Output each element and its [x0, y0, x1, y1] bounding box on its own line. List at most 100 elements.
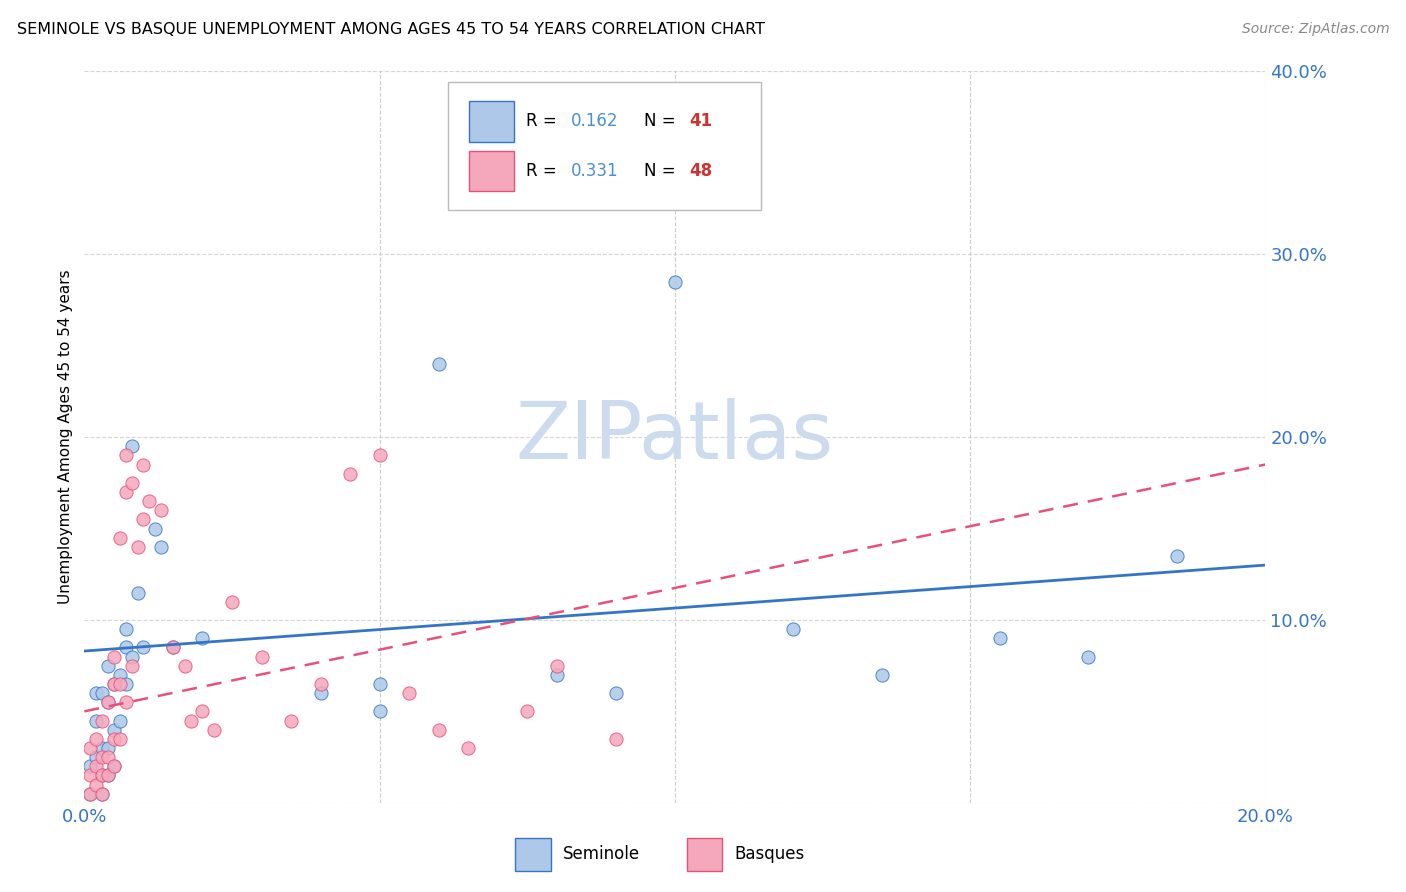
- Point: [398, 686, 420, 700]
- Point: [250, 649, 273, 664]
- Point: [114, 640, 136, 655]
- Point: [103, 649, 125, 664]
- Point: [79, 787, 101, 801]
- Point: [173, 658, 195, 673]
- Point: [84, 778, 107, 792]
- Point: [1166, 549, 1188, 563]
- Point: [870, 667, 893, 681]
- FancyBboxPatch shape: [470, 102, 515, 142]
- Point: [103, 677, 125, 691]
- Point: [180, 714, 202, 728]
- Point: [368, 448, 391, 462]
- Point: [427, 723, 450, 737]
- Point: [79, 787, 101, 801]
- Point: [191, 632, 214, 646]
- Text: Seminole: Seminole: [562, 846, 640, 863]
- Point: [486, 146, 509, 161]
- Text: 41: 41: [689, 112, 713, 130]
- Point: [457, 740, 479, 755]
- Point: [84, 750, 107, 764]
- Point: [103, 759, 125, 773]
- Point: [127, 540, 149, 554]
- Point: [91, 714, 114, 728]
- Text: N =: N =: [644, 162, 681, 180]
- Point: [132, 512, 155, 526]
- Text: R =: R =: [526, 112, 562, 130]
- Point: [97, 768, 120, 782]
- Point: [138, 494, 160, 508]
- Point: [664, 275, 686, 289]
- Point: [114, 448, 136, 462]
- Point: [516, 705, 538, 719]
- Text: R =: R =: [526, 162, 562, 180]
- Text: SEMINOLE VS BASQUE UNEMPLOYMENT AMONG AGES 45 TO 54 YEARS CORRELATION CHART: SEMINOLE VS BASQUE UNEMPLOYMENT AMONG AG…: [17, 22, 765, 37]
- Point: [91, 740, 114, 755]
- Point: [103, 731, 125, 746]
- Text: ZIPatlas: ZIPatlas: [516, 398, 834, 476]
- Point: [221, 594, 243, 608]
- Point: [121, 439, 143, 453]
- Point: [91, 787, 114, 801]
- Point: [202, 723, 225, 737]
- Point: [546, 667, 568, 681]
- Point: [605, 686, 627, 700]
- FancyBboxPatch shape: [470, 151, 515, 192]
- Point: [114, 695, 136, 709]
- Point: [114, 485, 136, 500]
- Point: [132, 458, 155, 472]
- Point: [79, 740, 101, 755]
- FancyBboxPatch shape: [686, 838, 723, 871]
- Point: [103, 759, 125, 773]
- Point: [108, 531, 131, 545]
- Point: [605, 731, 627, 746]
- Point: [309, 677, 332, 691]
- Point: [79, 759, 101, 773]
- Point: [108, 677, 131, 691]
- Point: [782, 622, 804, 636]
- Point: [339, 467, 361, 481]
- Point: [84, 686, 107, 700]
- Point: [121, 649, 143, 664]
- Point: [84, 714, 107, 728]
- Text: 48: 48: [689, 162, 713, 180]
- Point: [97, 695, 120, 709]
- Point: [103, 677, 125, 691]
- Point: [368, 677, 391, 691]
- Text: N =: N =: [644, 112, 681, 130]
- Point: [143, 521, 166, 535]
- Point: [127, 585, 149, 599]
- Point: [91, 750, 114, 764]
- Point: [132, 640, 155, 655]
- FancyBboxPatch shape: [516, 838, 551, 871]
- Y-axis label: Unemployment Among Ages 45 to 54 years: Unemployment Among Ages 45 to 54 years: [58, 269, 73, 605]
- Point: [91, 768, 114, 782]
- Point: [108, 714, 131, 728]
- Point: [162, 640, 184, 655]
- Point: [97, 750, 120, 764]
- Point: [150, 503, 173, 517]
- Point: [114, 622, 136, 636]
- Point: [108, 667, 131, 681]
- Point: [91, 768, 114, 782]
- Point: [103, 723, 125, 737]
- FancyBboxPatch shape: [449, 82, 761, 211]
- Point: [97, 695, 120, 709]
- Text: Source: ZipAtlas.com: Source: ZipAtlas.com: [1241, 22, 1389, 37]
- Point: [91, 787, 114, 801]
- Point: [150, 540, 173, 554]
- Point: [97, 740, 120, 755]
- Point: [91, 686, 114, 700]
- Point: [108, 731, 131, 746]
- Point: [546, 658, 568, 673]
- Point: [84, 759, 107, 773]
- Text: Basques: Basques: [734, 846, 804, 863]
- Point: [988, 632, 1011, 646]
- Point: [309, 686, 332, 700]
- Point: [427, 357, 450, 371]
- Point: [280, 714, 302, 728]
- Point: [97, 658, 120, 673]
- Point: [114, 677, 136, 691]
- Point: [79, 768, 101, 782]
- Point: [162, 640, 184, 655]
- Text: 0.162: 0.162: [571, 112, 619, 130]
